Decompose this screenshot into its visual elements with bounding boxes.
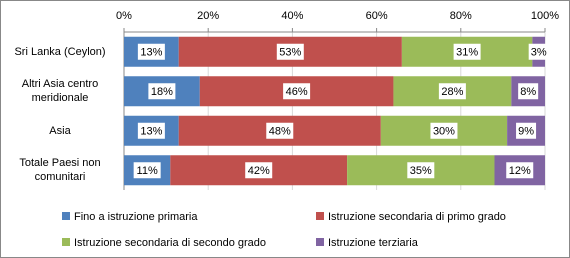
legend-swatch (316, 238, 324, 246)
data-label: 8% (520, 86, 536, 98)
data-label: 28% (441, 86, 463, 98)
data-label: 46% (286, 86, 308, 98)
data-label-box (137, 43, 165, 60)
data-label-box (438, 83, 466, 100)
data-label-box (245, 162, 273, 179)
data-label: 42% (248, 165, 270, 177)
data-label: 9% (518, 126, 534, 138)
data-label-box (518, 83, 539, 100)
data-label-box (266, 122, 294, 139)
data-label-box (516, 122, 537, 139)
legend-swatch (316, 212, 324, 220)
y-tick-label: Altri Asia centro meridionale (21, 78, 99, 105)
legend-label: Istruzione secondaria di primo grado (328, 211, 506, 223)
data-label: 3% (531, 47, 547, 59)
data-label: 11% (137, 165, 158, 177)
data-label-box (283, 83, 311, 100)
data-label-box (133, 162, 161, 179)
x-tick-label: 0% (116, 10, 132, 22)
data-label-box (506, 162, 534, 179)
data-label-box (528, 43, 549, 60)
legend-label: Istruzione terziaria (328, 237, 419, 249)
data-label: 31% (456, 47, 478, 59)
data-label-box (407, 162, 435, 179)
data-label: 12% (509, 165, 531, 177)
y-tick-label: Totale Paesi non comunitari (19, 157, 101, 184)
y-tick-label: Sri Lanka (Ceylon) (14, 45, 106, 58)
legend-label: Fino a istruzione primaria (74, 211, 198, 223)
y-tick-label: Asia (49, 124, 71, 137)
legend-label: Istruzione secondaria di secondo grado (74, 237, 266, 249)
data-label-box (276, 43, 304, 60)
x-tick-label: 40% (281, 10, 303, 22)
data-label: 53% (279, 47, 301, 59)
data-label-box (137, 122, 165, 139)
data-label-box (148, 83, 176, 100)
legend-swatch (62, 212, 70, 220)
x-tick-label: 60% (366, 10, 388, 22)
data-label: 30% (433, 126, 455, 138)
x-tick-label: 100% (531, 10, 559, 22)
data-label: 13% (140, 126, 162, 138)
data-label: 48% (269, 126, 291, 138)
data-label: 18% (151, 86, 173, 98)
x-tick-label: 80% (450, 10, 472, 22)
legend-swatch (62, 238, 70, 246)
data-label: 35% (410, 165, 432, 177)
data-label-box (430, 122, 458, 139)
x-tick-label: 20% (197, 10, 219, 22)
data-label-box (453, 43, 481, 60)
data-label: 13% (140, 47, 162, 59)
